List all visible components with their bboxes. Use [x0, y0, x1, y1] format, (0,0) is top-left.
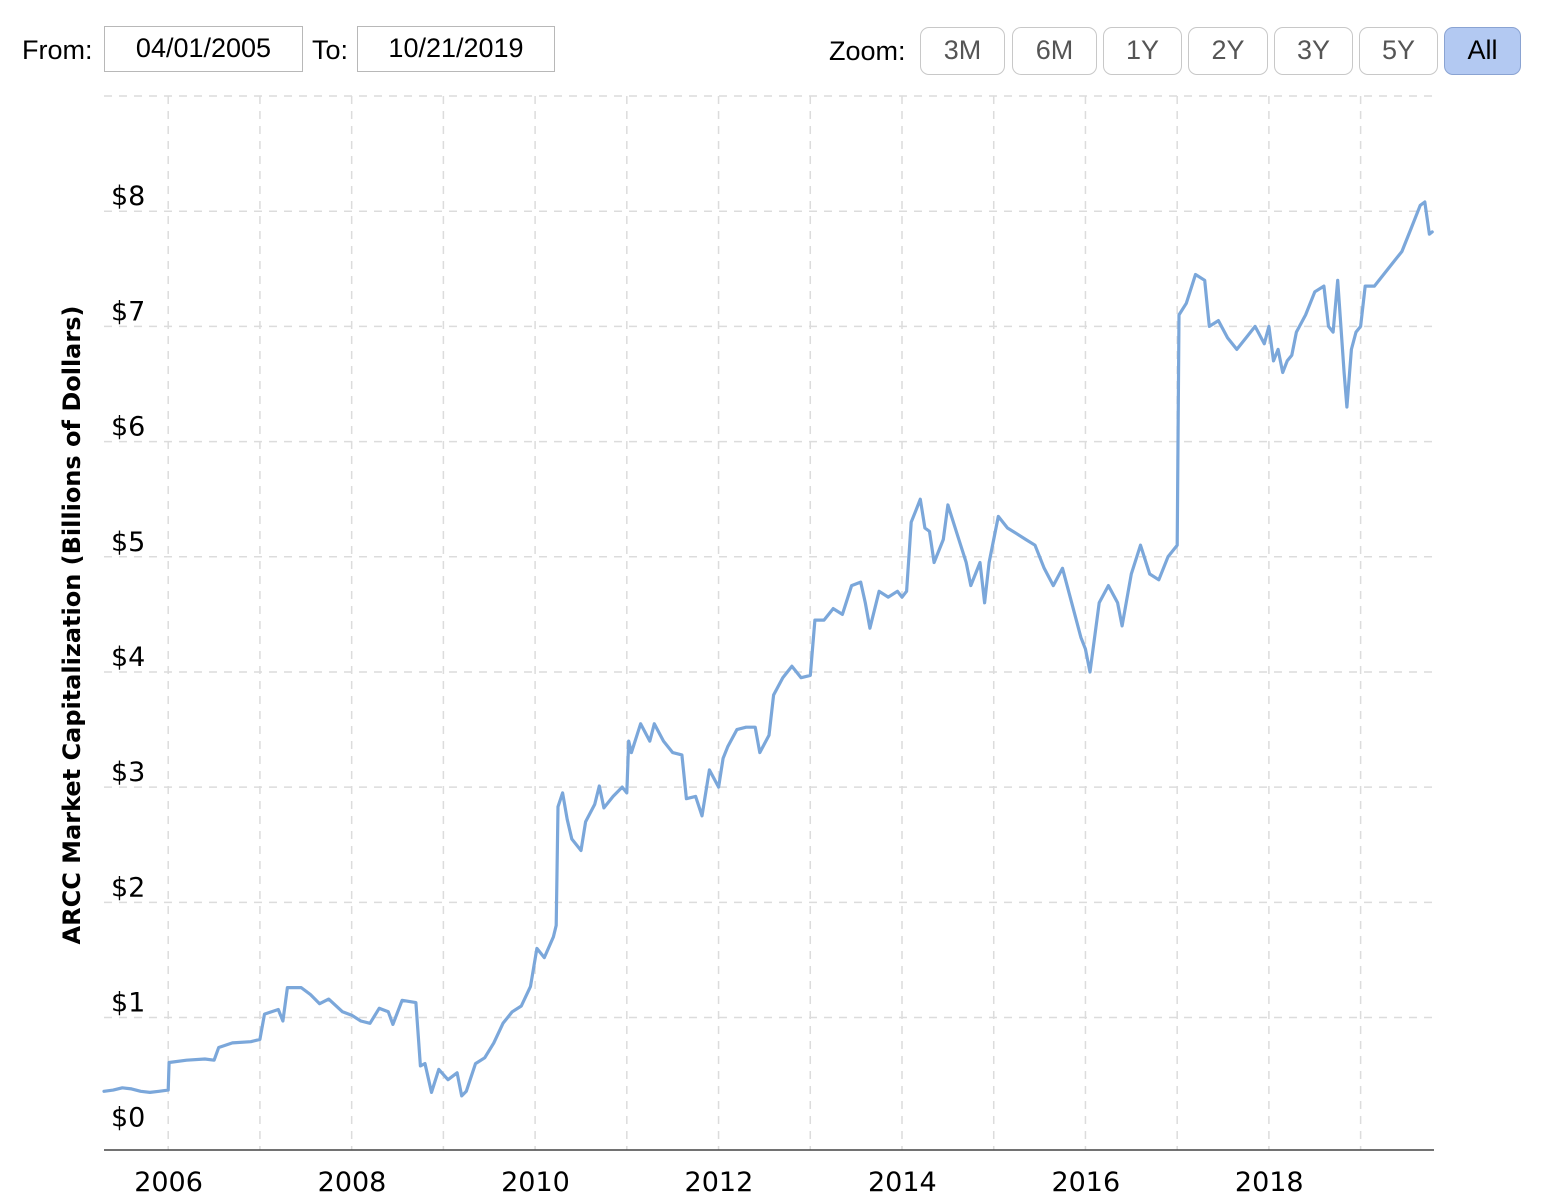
zoom-all-button[interactable]: All — [1444, 27, 1521, 75]
y-axis-ticks: $0 $1 $2 $3 $4 $5 $6 $7 $8 — [111, 181, 145, 1134]
y-tick-label: $8 — [111, 181, 145, 212]
x-tick-label: 2018 — [1235, 1167, 1304, 1198]
y-tick-label: $6 — [111, 412, 145, 443]
zoom-5y-button[interactable]: 5Y — [1359, 27, 1438, 75]
x-tick-label: 2006 — [134, 1167, 203, 1198]
y-tick-label: $7 — [111, 296, 145, 327]
x-tick-label: 2014 — [868, 1167, 937, 1198]
y-tick-label: $2 — [111, 872, 145, 903]
y-axis-label: ARCC Market Capitalization (Billions of … — [58, 306, 86, 945]
y-tick-label: $0 — [111, 1103, 145, 1134]
y-tick-label: $3 — [111, 757, 145, 788]
zoom-3m-button[interactable]: 3M — [920, 27, 1005, 75]
series-line — [102, 200, 1434, 1098]
x-axis-ticks: 2006 2008 2010 2012 2014 2016 2018 — [134, 1167, 1303, 1198]
to-date-input[interactable]: 10/21/2019 — [357, 26, 555, 72]
from-date-input[interactable]: 04/01/2005 — [104, 26, 303, 72]
x-tick-label: 2012 — [685, 1167, 754, 1198]
zoom-1y-button[interactable]: 1Y — [1103, 27, 1182, 75]
x-tick-label: 2016 — [1051, 1167, 1120, 1198]
y-tick-label: $5 — [111, 527, 145, 558]
to-label: To: — [312, 35, 349, 65]
from-label: From: — [22, 35, 93, 65]
zoom-label: Zoom: — [829, 36, 906, 66]
x-tick-label: 2008 — [318, 1167, 387, 1198]
y-tick-label: $1 — [111, 988, 145, 1019]
chart-grid — [104, 95, 1434, 1150]
zoom-2y-button[interactable]: 2Y — [1188, 27, 1268, 75]
zoom-6m-button[interactable]: 6M — [1012, 27, 1097, 75]
x-tick-label: 2010 — [501, 1167, 570, 1198]
y-tick-label: $4 — [111, 642, 145, 673]
toolbar: From: 04/01/2005 To: 10/21/2019 Zoom: 3M… — [0, 0, 1550, 95]
zoom-3y-button[interactable]: 3Y — [1274, 27, 1353, 75]
